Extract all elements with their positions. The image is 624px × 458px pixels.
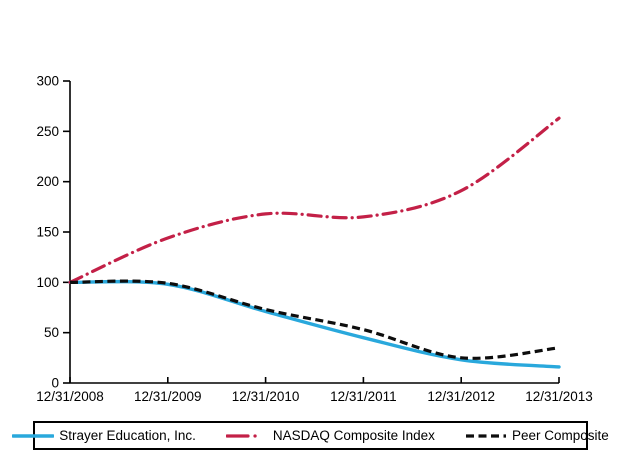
legend-item-2: NASDAQ Composite Index [225,427,435,443]
legend-line-sample [225,433,268,438]
legend-label: Strayer Education, Inc. [59,427,196,443]
y-tick-label: 250 [36,124,59,139]
legend-item-1: Strayer Education, Inc. [12,429,196,443]
legend-item-3: Peer Composite [465,429,609,443]
y-tick-label: 300 [36,74,59,89]
y-tick-label: 0 [51,376,59,391]
legend-label: Peer Composite [511,427,609,443]
y-tick-label: 50 [44,325,59,340]
y-tick-label: 200 [36,174,59,189]
legend: Strayer Education, Inc. NASDAQ Composite … [12,421,609,450]
x-tick-label: 12/31/2013 [525,389,593,404]
series-line-3 [69,279,560,360]
y-tick-label: 150 [36,225,59,240]
legend-line-sample [12,433,55,438]
x-tick-label: 12/31/2012 [427,389,495,404]
x-tick-label: 12/31/2010 [232,389,300,404]
legend-label: NASDAQ Composite Index [272,427,435,443]
x-tick-label: 12/31/2008 [36,389,104,404]
series-line-1 [68,279,561,369]
series-line-2 [68,116,561,284]
x-tick-label: 12/31/2009 [134,389,202,404]
legend-line-sample [465,433,506,438]
x-tick-label: 12/31/2011 [330,389,397,404]
y-tick-label: 100 [36,275,59,290]
